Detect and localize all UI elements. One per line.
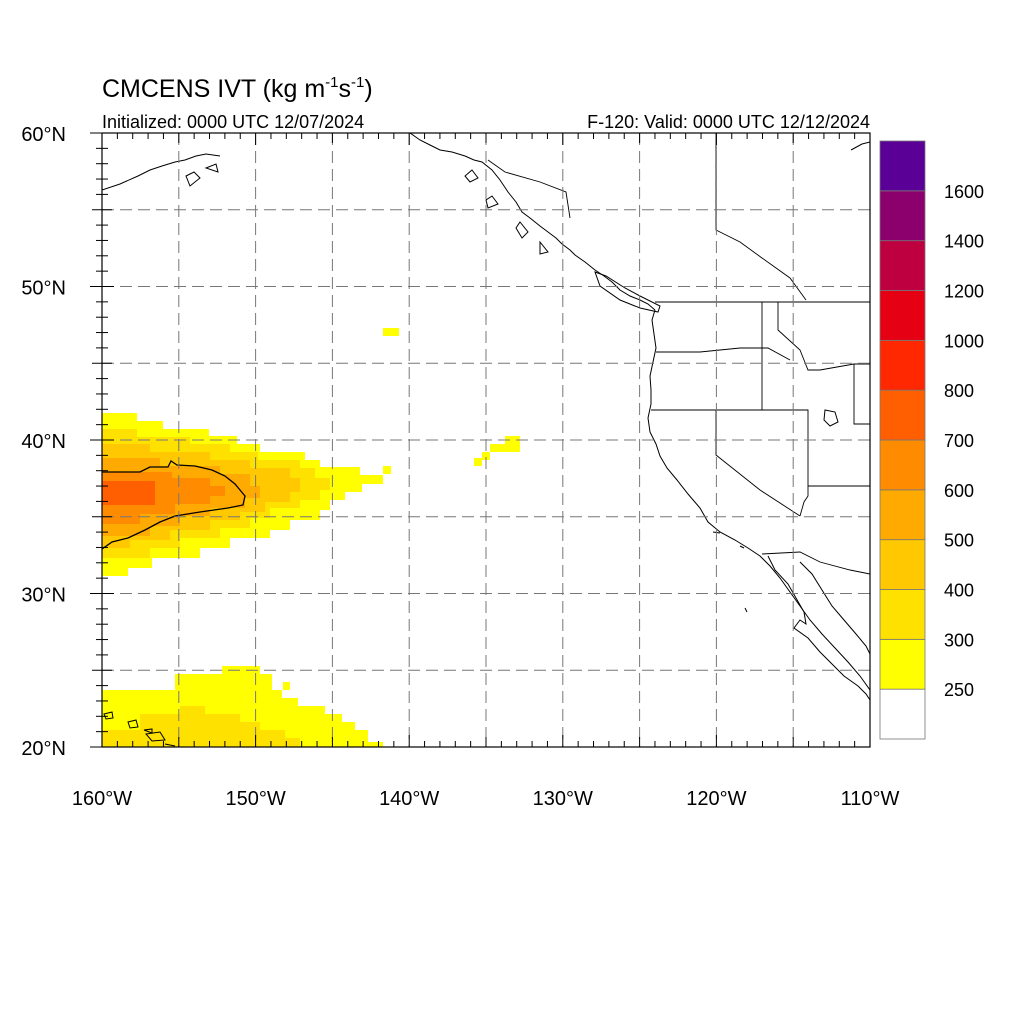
wy-box bbox=[853, 363, 870, 425]
colorbar-swatch bbox=[879, 290, 926, 341]
us-west-coast bbox=[647, 309, 870, 691]
x-tick-label: 130°W bbox=[533, 788, 593, 810]
colorbar-label: 800 bbox=[944, 381, 974, 401]
nv-az-border bbox=[799, 486, 809, 517]
colorbar-swatch bbox=[879, 688, 926, 740]
alaska-border bbox=[487, 159, 571, 219]
colorbar-label: 250 bbox=[944, 680, 974, 700]
colorbar-swatch bbox=[879, 140, 926, 192]
x-tick-label: 110°W bbox=[841, 788, 900, 810]
ivt-shading-layer bbox=[102, 328, 520, 747]
chart-title: CMCENS IVT (kg m-1s-1) bbox=[102, 74, 373, 103]
x-axis-tick-labels: 160°W 150°W 140°W 130°W 120°W 110°W bbox=[72, 788, 900, 810]
y-tick-label: 50°N bbox=[21, 278, 66, 300]
colorbar-swatch bbox=[879, 439, 926, 491]
y-axis-tick-labels: 20°N 30°N 40°N 50°N 60°N bbox=[21, 124, 66, 760]
init-time-label: Initialized: 0000 UTC 12/07/2024 bbox=[102, 112, 364, 132]
hawaii-islands bbox=[103, 711, 176, 747]
ivt-500-contour bbox=[102, 460, 246, 550]
y-tick-label: 60°N bbox=[21, 124, 66, 146]
colorbar-swatch bbox=[879, 339, 926, 391]
ivt-patch-47n bbox=[383, 328, 399, 336]
minor-ticks bbox=[90, 132, 871, 748]
baja-coast bbox=[767, 555, 870, 701]
colorbar-swatch bbox=[879, 539, 926, 590]
colorbar-label: 700 bbox=[944, 431, 974, 451]
colorbar-label: 1400 bbox=[944, 232, 984, 252]
ivt-patch-38n bbox=[474, 458, 482, 466]
colorbar-label: 1200 bbox=[944, 282, 984, 302]
ivt-shade-250-spot bbox=[283, 682, 290, 690]
coastlines bbox=[102, 133, 870, 747]
alaska-coast bbox=[409, 133, 656, 311]
colorbar-label: 1600 bbox=[944, 182, 984, 202]
colorbar-label: 300 bbox=[944, 630, 974, 650]
map-panel bbox=[90, 132, 871, 748]
ivt-shade-700 bbox=[102, 481, 155, 505]
colorbar-label: 500 bbox=[944, 531, 974, 551]
colorbar-swatch bbox=[879, 190, 926, 242]
graticule bbox=[102, 133, 870, 747]
colorbar-swatch bbox=[879, 589, 926, 640]
x-tick-label: 160°W bbox=[72, 788, 132, 810]
colorbar-label: 1000 bbox=[944, 331, 984, 351]
colorbar: 250 300 400 500 600 700 800 1000 1200 1400 1600 bbox=[879, 140, 984, 740]
wa-or-border bbox=[656, 347, 791, 361]
valid-time-label: F-120: Valid: 0000 UTC 12/12/2024 bbox=[587, 112, 870, 132]
kodiak-peninsula bbox=[102, 153, 221, 191]
canada-coast-ne bbox=[850, 141, 870, 151]
x-tick-label: 140°W bbox=[379, 788, 439, 810]
bc-islands bbox=[464, 169, 661, 313]
ivt-shade-300-south bbox=[102, 706, 300, 747]
y-tick-label: 30°N bbox=[21, 585, 66, 607]
us-mexico-border bbox=[761, 551, 870, 575]
colorbar-swatch bbox=[879, 489, 926, 541]
or-ca-border bbox=[651, 409, 870, 487]
y-tick-label: 40°N bbox=[21, 431, 66, 453]
x-tick-label: 150°W bbox=[225, 788, 285, 810]
ivt-patch-38n-b bbox=[383, 466, 391, 474]
colorbar-swatch bbox=[879, 389, 926, 441]
great-salt-lake bbox=[823, 409, 839, 427]
colorbar-swatch bbox=[879, 638, 926, 690]
x-tick-label: 120°W bbox=[686, 788, 746, 810]
y-tick-label: 20°N bbox=[21, 738, 66, 760]
colorbar-label: 400 bbox=[944, 581, 974, 601]
ivt-patch-39n bbox=[482, 436, 520, 460]
colorbar-swatch bbox=[879, 240, 926, 291]
colorbar-label: 600 bbox=[944, 481, 974, 501]
gulf-of-california bbox=[799, 561, 870, 655]
